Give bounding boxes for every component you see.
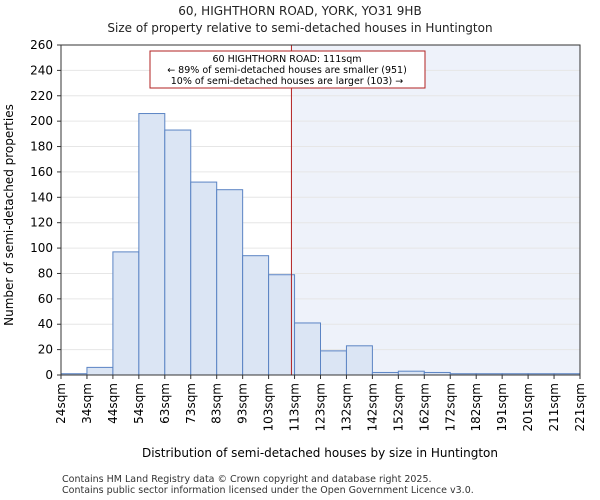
y-tick-label: 220 (30, 89, 53, 103)
x-tick-label: 152sqm (391, 383, 405, 431)
y-tick-label: 20 (38, 343, 53, 357)
y-tick-label: 0 (45, 368, 53, 382)
attribution-line-1: Contains HM Land Registry data © Crown c… (62, 474, 432, 485)
y-tick-label: 80 (38, 266, 53, 280)
x-tick-label: 191sqm (495, 383, 509, 431)
chart-title-block: 60, HIGHTHORN ROAD, YORK, YO31 9HB Size … (0, 3, 600, 37)
x-tick-label: 93sqm (236, 383, 250, 424)
y-tick-label: 60 (38, 292, 53, 306)
x-tick-label: 172sqm (443, 383, 457, 431)
x-tick-label: 63sqm (158, 383, 172, 424)
x-tick-label: 34sqm (80, 383, 94, 424)
bar-54sqm (138, 113, 166, 376)
x-tick-label: 113sqm (288, 383, 302, 431)
y-tick-label: 200 (30, 114, 53, 128)
bar-152sqm (397, 370, 425, 376)
y-tick-label: 240 (30, 63, 53, 77)
bar-132sqm (345, 345, 373, 376)
x-tick-label: 73sqm (184, 383, 198, 424)
y-tick-label: 100 (30, 241, 53, 255)
bar-73sqm (190, 181, 218, 376)
y-tick-label: 40 (38, 317, 53, 331)
bar-123sqm (320, 350, 347, 376)
x-tick-label: 103sqm (262, 383, 276, 431)
annotation-larger: 10% of semi-detached houses are larger (… (171, 76, 404, 87)
x-tick-label: 24sqm (54, 383, 68, 424)
x-tick-label: 83sqm (210, 383, 224, 424)
x-tick-label: 201sqm (521, 383, 535, 431)
chart-title: 60, HIGHTHORN ROAD, YORK, YO31 9HB (178, 4, 422, 18)
annotation-border (149, 50, 426, 89)
x-tick-label: 132sqm (339, 383, 353, 431)
bars (60, 113, 581, 376)
x-tick-label: 162sqm (417, 383, 431, 431)
bar-113sqm (294, 322, 321, 376)
bar-63sqm (164, 129, 192, 376)
x-tick-label: 54sqm (132, 383, 146, 424)
bar-44sqm (112, 251, 140, 376)
x-axis-label: Distribution of semi-detached houses by … (142, 446, 498, 460)
y-tick-label: 160 (30, 165, 53, 179)
x-tick-label: 44sqm (106, 383, 120, 424)
bar-103sqm (268, 274, 296, 376)
annotation-box: 60 HIGHTHORN ROAD: 111sqm ← 89% of semi-… (149, 50, 426, 89)
x-tick-label: 123sqm (314, 383, 328, 431)
attribution-line-2: Contains public sector information licen… (62, 485, 474, 496)
annotation-title: 60 HIGHTHORN ROAD: 111sqm (212, 54, 361, 65)
y-ticks: 0 20 40 60 80 100 120 140 160 180 200 220 240 260 (30, 38, 61, 382)
y-tick-label: 260 (30, 38, 53, 52)
bar-34sqm (86, 366, 114, 376)
larger-region-shade (291, 45, 580, 375)
x-tick-label: 221sqm (573, 383, 587, 431)
chart-subtitle: Size of property relative to semi-detach… (107, 21, 493, 35)
bar-83sqm (216, 189, 244, 376)
x-tick-label: 182sqm (469, 383, 483, 431)
x-tick-label: 211sqm (547, 383, 561, 431)
y-tick-label: 120 (30, 216, 53, 230)
y-tick-label: 140 (30, 190, 53, 204)
attribution-footer: Contains HM Land Registry data © Crown c… (62, 474, 474, 496)
x-tick-label: 142sqm (365, 383, 379, 431)
annotation-smaller: ← 89% of semi-detached houses are smalle… (167, 65, 407, 76)
x-ticks: 24sqm 34sqm 44sqm 54sqm 63sqm 73sqm 83sqm 93sqm… (54, 375, 587, 431)
y-tick-label: 180 (30, 140, 53, 154)
y-axis-label: Number of semi-detached properties (2, 104, 16, 326)
bar-93sqm (242, 255, 270, 376)
